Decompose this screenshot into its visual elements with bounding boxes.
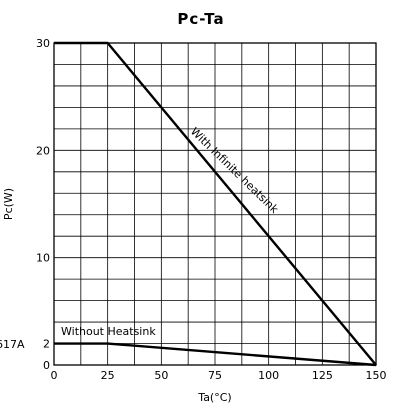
series-label-without-heatsink: Without Heatsink xyxy=(61,325,156,338)
y-axis-label: Pc(W) xyxy=(2,188,15,220)
chart-title: Pc-Ta xyxy=(177,10,224,28)
plot-frame xyxy=(53,42,377,366)
x-tick-label: 0 xyxy=(51,369,58,382)
x-tick-label: 125 xyxy=(312,369,333,382)
x-tick-label: 50 xyxy=(154,369,168,382)
grid-lines xyxy=(54,43,376,365)
y-tick-labels: 0 2 10 20 30 xyxy=(36,37,50,372)
x-tick-label: 150 xyxy=(366,369,387,382)
y-tick-label: 10 xyxy=(36,252,50,265)
x-tick-label: 25 xyxy=(101,369,115,382)
x-tick-label: 100 xyxy=(258,369,279,382)
y-tick-label: 20 xyxy=(36,144,50,157)
x-tick-labels: 0 25 50 75 100 125 150 xyxy=(51,369,387,382)
y-tick-label: 0 xyxy=(43,359,50,372)
y-tick-label: 30 xyxy=(36,37,50,50)
series-line-with-infinite-heatsink xyxy=(54,41,377,366)
x-tick-label: 75 xyxy=(208,369,222,382)
series-line-without-heatsink xyxy=(54,342,377,367)
series-lines xyxy=(54,41,377,367)
x-axis-label: Ta(°C) xyxy=(197,391,231,404)
side-label: 617A xyxy=(0,338,25,351)
y-tick-label: 2 xyxy=(43,338,50,351)
series-label-with-infinite-heatsink: With Infinite heatsink xyxy=(188,125,281,216)
